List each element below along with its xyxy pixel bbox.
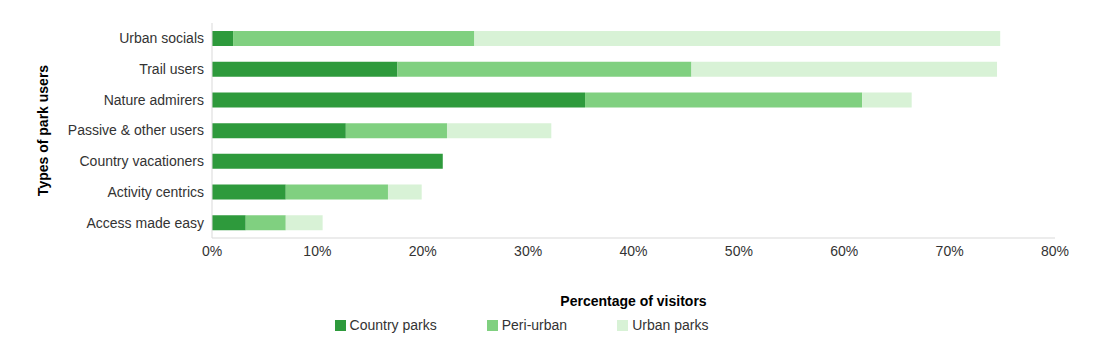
svg-text:Trail users: Trail users: [139, 61, 204, 77]
svg-text:Urban socials: Urban socials: [119, 30, 204, 46]
svg-text:Country vacationers: Country vacationers: [79, 153, 204, 169]
svg-text:50%: 50%: [725, 243, 753, 259]
svg-text:40%: 40%: [619, 243, 647, 259]
svg-text:Types of park users: Types of park users: [35, 65, 51, 196]
svg-text:30%: 30%: [514, 243, 542, 259]
svg-text:Activity centrics: Activity centrics: [108, 184, 204, 200]
svg-text:Passive & other users: Passive & other users: [68, 122, 204, 138]
svg-text:80%: 80%: [1041, 243, 1069, 259]
html-text:Urban parks: Urban parks: [632, 317, 709, 333]
html-text:Peri-urban: Peri-urban: [501, 317, 568, 333]
svg-text:Access made easy: Access made easy: [87, 215, 205, 231]
svg-text:70%: 70%: [936, 243, 964, 259]
svg-text:20%: 20%: [409, 243, 437, 259]
html-text:Country parks: Country parks: [349, 317, 437, 333]
svg-text:Percentage of visitors: Percentage of visitors: [560, 293, 706, 309]
svg-text:Nature admirers: Nature admirers: [104, 92, 204, 108]
svg-text:0%: 0%: [202, 243, 222, 259]
svg-text:10%: 10%: [303, 243, 331, 259]
svg-text:60%: 60%: [830, 243, 858, 259]
